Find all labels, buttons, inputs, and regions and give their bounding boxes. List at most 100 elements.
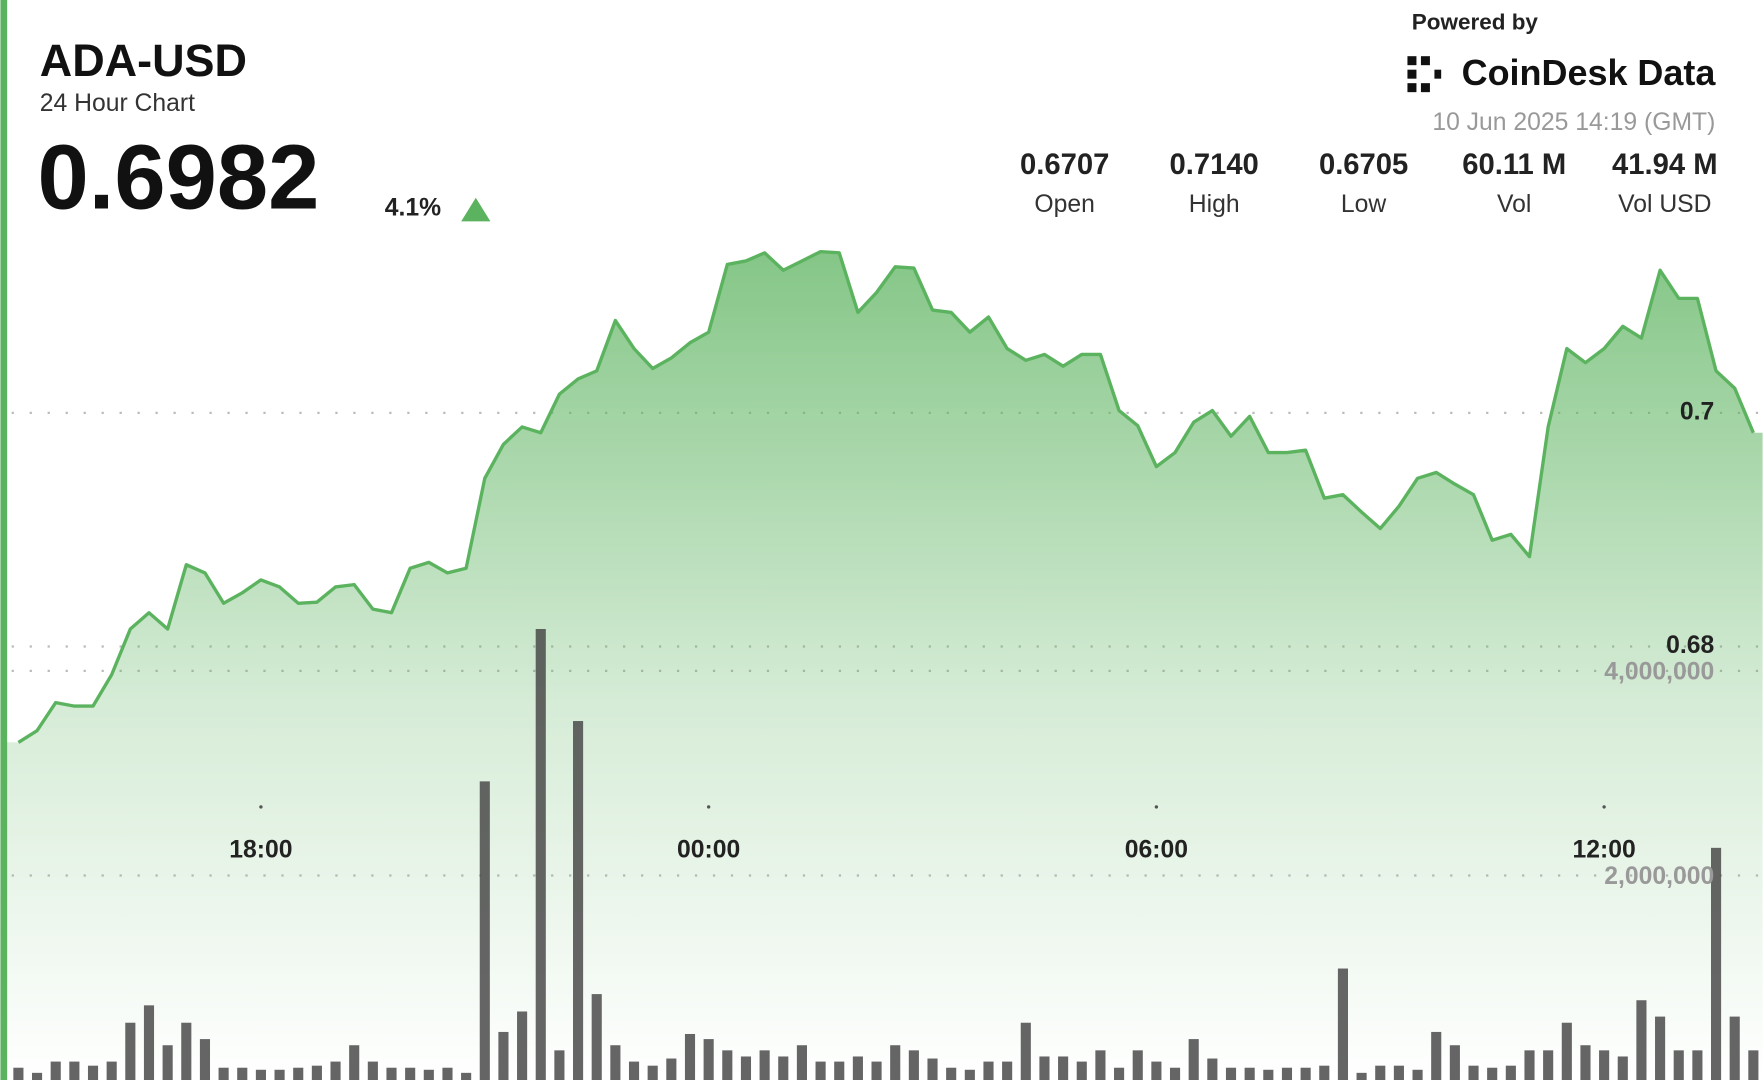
volume-bar <box>1692 1050 1703 1080</box>
stat-label: Open <box>1034 191 1094 218</box>
volume-bar <box>1244 1067 1255 1080</box>
volume-bar <box>535 628 546 1080</box>
x-tick-label: 12:00 <box>1573 836 1636 863</box>
brand-logo <box>1407 56 1442 93</box>
volume-bar <box>1151 1061 1162 1080</box>
stat-label: High <box>1189 191 1240 218</box>
volume-bar <box>1132 1050 1143 1080</box>
volume-bar <box>367 1061 378 1080</box>
volume-bar <box>1002 1061 1013 1080</box>
volume-bar <box>871 1061 882 1080</box>
volume-bar <box>479 781 490 1080</box>
volume-bar <box>199 1039 211 1080</box>
volume-bar <box>1300 1067 1311 1080</box>
volume-bar <box>143 1005 155 1080</box>
volume-bar <box>1673 1050 1684 1080</box>
volume-bar <box>1487 1067 1498 1080</box>
volume-bar <box>274 1069 285 1080</box>
volume-bar <box>610 1045 621 1080</box>
volume-bar <box>1207 1058 1218 1080</box>
volume-bar <box>1729 1016 1740 1080</box>
volume-bar <box>87 1065 99 1080</box>
volume-bar <box>1058 1056 1069 1080</box>
volume-bar <box>1356 1072 1367 1080</box>
volume-bar <box>684 1033 696 1080</box>
volume-bar <box>1543 1050 1554 1080</box>
stat-value: 0.6707 <box>1020 149 1109 181</box>
volume-bar <box>69 1061 80 1080</box>
volume-bar <box>1599 1050 1610 1080</box>
subtitle: 24 Hour Chart <box>40 90 195 117</box>
volume-bar <box>31 1072 43 1080</box>
volume-bar <box>1449 1045 1460 1080</box>
volume-bar <box>1375 1065 1386 1080</box>
volume-bar <box>1412 1069 1423 1080</box>
price: 0.6982 <box>38 126 320 229</box>
stat-value: 60.11 M <box>1462 149 1566 181</box>
volume-bar <box>703 1039 714 1080</box>
volume-bar <box>815 1061 826 1080</box>
x-tick-label: 06:00 <box>1125 836 1188 863</box>
plot-area: 18:00 00:00 06:00 12:00 0.68 0.7 2,000,000 4,00… <box>0 249 1763 1080</box>
volume-bar <box>852 1056 863 1080</box>
volume-bar <box>517 1011 528 1080</box>
volume-bar <box>647 1065 658 1080</box>
volume-bar <box>50 1061 61 1080</box>
volume-bar <box>1020 1022 1031 1080</box>
stat-value: 0.6705 <box>1319 149 1408 181</box>
volume-bar <box>1263 1069 1274 1080</box>
timestamp: 10 Jun 2025 14:19 (GMT) <box>1432 109 1715 136</box>
brand: CoinDesk Data <box>1462 52 1717 93</box>
left-accent <box>0 0 8 1080</box>
volume-bar <box>554 1050 565 1080</box>
volume-bar <box>1337 968 1349 1080</box>
volume-bar <box>1431 1031 1442 1080</box>
volume-bar <box>964 1069 975 1080</box>
x-tick-label: 00:00 <box>677 836 740 863</box>
volume-bar <box>1393 1065 1404 1080</box>
volume-bar <box>1188 1039 1199 1080</box>
volume-bar <box>1617 1056 1628 1080</box>
volume-bar <box>1095 1050 1106 1080</box>
volume-bar <box>181 1022 192 1080</box>
x-tick <box>706 805 711 809</box>
y2-tick-label: 2,000,000 <box>1604 863 1714 890</box>
volume-bar <box>1636 1000 1647 1080</box>
volume-bar <box>1655 1016 1666 1080</box>
volume-bar <box>1468 1065 1479 1080</box>
volume-bar <box>1225 1067 1237 1080</box>
volume-bar <box>759 1050 770 1080</box>
volume-bar <box>255 1069 266 1080</box>
x-tick <box>259 805 263 809</box>
volume-bar <box>311 1065 322 1080</box>
volume-bar <box>628 1061 640 1080</box>
volume-bar <box>218 1067 229 1080</box>
stat-label: Vol USD <box>1618 191 1711 218</box>
x-tick <box>1154 805 1159 809</box>
volume-bar <box>237 1067 248 1080</box>
volume-bar <box>106 1061 117 1080</box>
volume-bar <box>834 1061 845 1080</box>
volume-bar <box>1524 1050 1535 1080</box>
stats: 0.6707 Open 0.7140 High 0.6705 Low 60.11 M Vol 4… <box>1020 149 1718 218</box>
volume-bar <box>423 1069 434 1080</box>
y2-tick-label: 4,000,000 <box>1604 659 1714 686</box>
volume-bar <box>740 1056 752 1080</box>
volume-bar <box>908 1050 919 1080</box>
volume-bar <box>573 721 584 1080</box>
change: 4.1% <box>385 195 441 222</box>
price-area <box>0 251 1763 1080</box>
volume-bar <box>1076 1061 1087 1080</box>
volume-bar <box>293 1067 304 1080</box>
volume-bar <box>386 1067 397 1080</box>
volume-bar <box>1281 1067 1293 1080</box>
stat-value: 41.94 M <box>1612 149 1718 181</box>
symbol: ADA-USD <box>40 35 247 86</box>
volume-bar <box>778 1056 789 1080</box>
volume-bar <box>1039 1056 1050 1080</box>
y-tick-label: 0.68 <box>1666 632 1714 659</box>
volume-bar <box>927 1058 938 1080</box>
volume-bar <box>498 1031 509 1080</box>
volume-bar <box>1710 847 1722 1080</box>
